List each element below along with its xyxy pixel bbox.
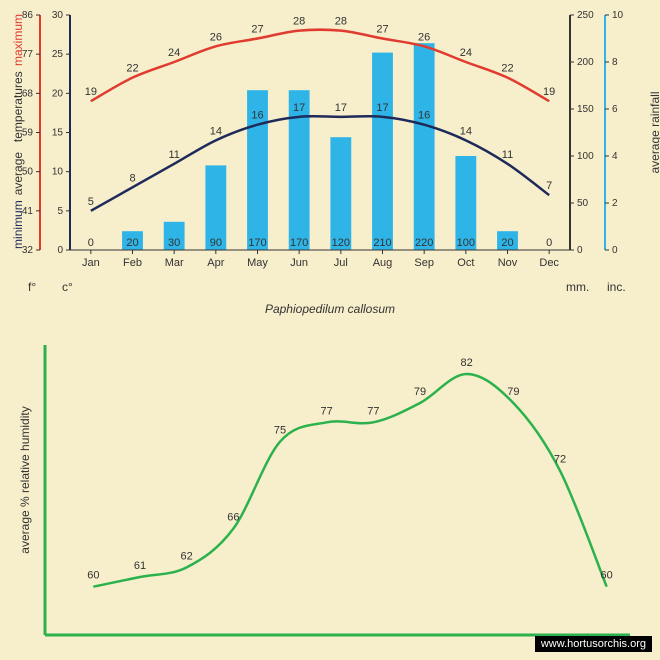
svg-text:77: 77 — [321, 405, 333, 417]
svg-text:61: 61 — [134, 560, 146, 572]
watermark: www.hortusorchis.org — [535, 636, 652, 652]
svg-text:66: 66 — [227, 512, 239, 524]
svg-text:75: 75 — [274, 425, 286, 437]
svg-text:62: 62 — [181, 550, 193, 562]
svg-text:79: 79 — [507, 386, 519, 398]
svg-text:82: 82 — [461, 357, 473, 369]
svg-text:60: 60 — [87, 570, 99, 582]
svg-text:77: 77 — [367, 405, 379, 417]
humidity-chart: 60 61 62 66 75 77 77 79 82 79 72 60 — [0, 0, 660, 660]
svg-text:72: 72 — [554, 454, 566, 466]
svg-text:79: 79 — [414, 386, 426, 398]
svg-text:60: 60 — [601, 570, 613, 582]
